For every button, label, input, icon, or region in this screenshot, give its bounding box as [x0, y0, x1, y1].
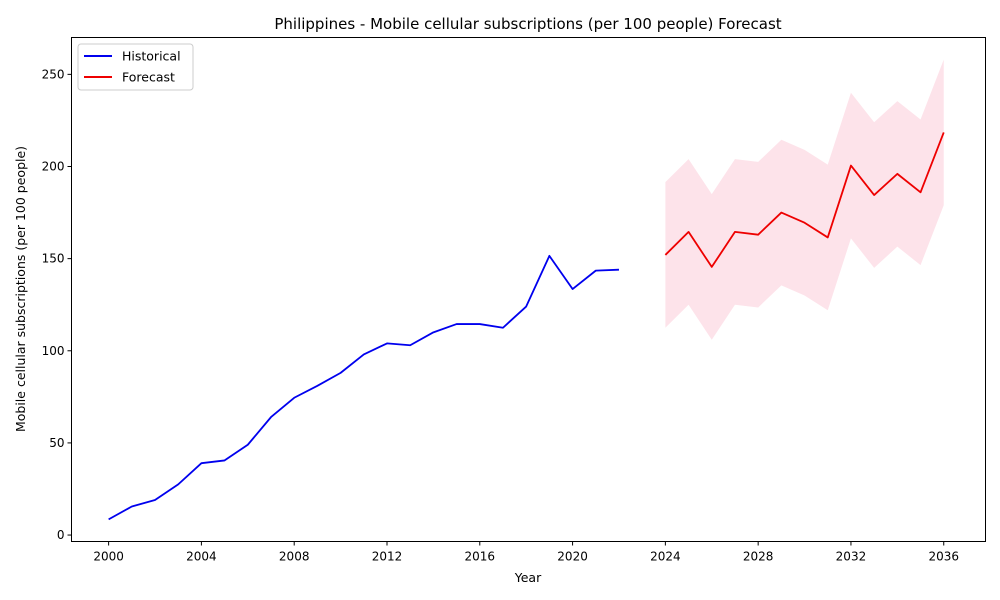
x-tick-label: 2020: [557, 550, 588, 564]
y-tick-label: 100: [42, 344, 65, 358]
plot-area-frame: [71, 37, 986, 542]
legend-label-historical: Historical: [122, 49, 181, 64]
x-tick-label: 2000: [93, 550, 124, 564]
x-tick-label: 2016: [465, 550, 496, 564]
x-tick-label: 2024: [650, 550, 681, 564]
y-tick-label: 250: [42, 67, 65, 81]
y-axis-label: Mobile cellular subscriptions (per 100 p…: [13, 146, 28, 432]
x-tick-label: 2008: [279, 550, 310, 564]
legend-label-forecast: Forecast: [122, 70, 175, 85]
x-axis-ticks: 2000 2004 2008 2012 2016 2020 2024 2028 2032 2036: [93, 541, 959, 564]
legend: Historical Forecast: [77, 43, 194, 91]
x-tick-label: 2036: [928, 550, 959, 564]
x-tick-label: 2012: [372, 550, 403, 564]
y-tick-label: 0: [57, 528, 65, 542]
x-tick-label: 2032: [836, 550, 867, 564]
chart-title: Philippines - Mobile cellular subscripti…: [274, 15, 781, 33]
x-axis-label: Year: [514, 570, 542, 585]
series-line-forecast: [664, 132, 945, 268]
series-line-historical: [108, 254, 620, 521]
y-tick-label: 200: [42, 159, 65, 173]
x-tick-label: 2028: [743, 550, 774, 564]
y-axis-ticks: 0 50 100 150 200 250: [42, 67, 72, 542]
y-tick-label: 150: [42, 252, 65, 266]
y-tick-label: 50: [49, 436, 64, 450]
forecast-confidence-band: [665, 59, 944, 340]
x-tick-label: 2004: [186, 550, 217, 564]
confidence-band-layer: [665, 59, 944, 340]
series-layer: [108, 132, 945, 521]
